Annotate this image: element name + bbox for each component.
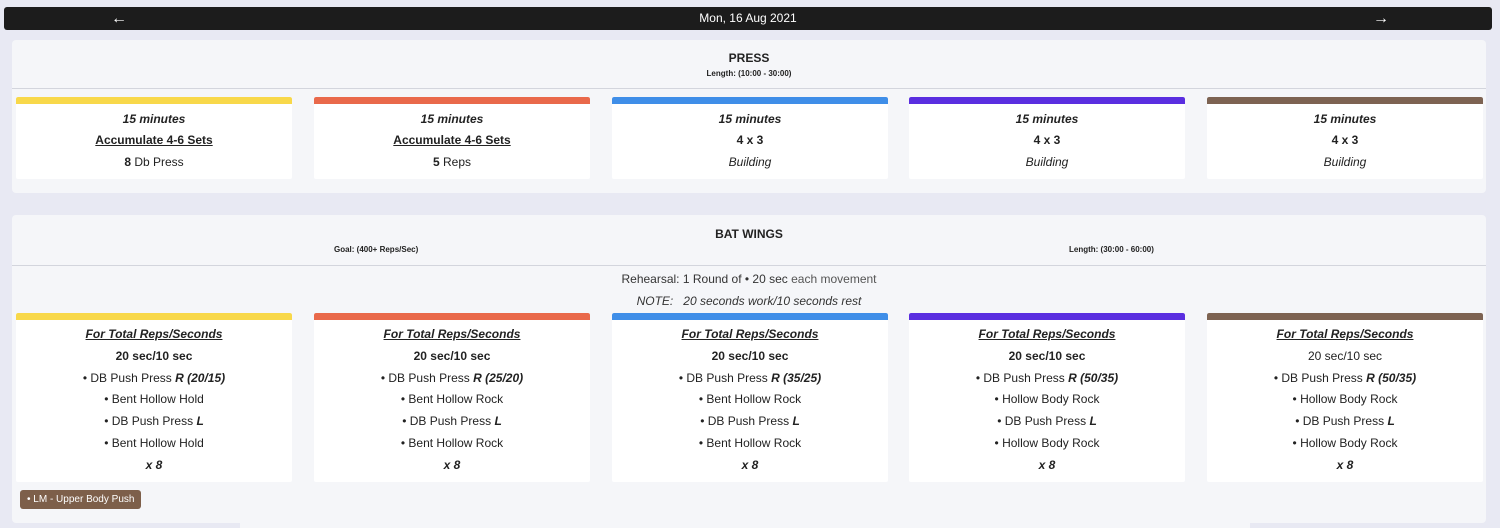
movement-2: • Hollow Body Rock — [1292, 392, 1398, 406]
card-rounds: x 8 — [741, 458, 759, 472]
press-section: PRESS Length: (10:00 - 30:00) 15 minutes… — [12, 40, 1486, 193]
card-interval: 20 sec/10 sec — [711, 349, 789, 363]
level-color-band — [16, 313, 292, 320]
card-scheme: Accumulate 4-6 Sets — [95, 133, 213, 147]
movement-2: • Hollow Body Rock — [994, 392, 1100, 406]
card-rounds: x 8 — [443, 458, 461, 472]
card-interval: 20 sec/10 sec — [1008, 349, 1086, 363]
movement-4: • Bent Hollow Rock — [400, 436, 504, 450]
movement-2: • Bent Hollow Rock — [698, 392, 802, 406]
card-scheme: 4 x 3 — [736, 133, 764, 147]
movement-tag[interactable]: • LM - Upper Body Push — [20, 490, 142, 509]
level-color-band — [314, 97, 590, 104]
press-card-4[interactable]: 15 minutes 4 x 3 Building — [909, 97, 1185, 179]
card-heading: For Total Reps/Seconds — [1276, 327, 1414, 341]
card-note: Building — [1025, 155, 1069, 169]
movement-3: • DB Push Press L — [1295, 414, 1395, 428]
card-interval: 20 sec/10 sec — [115, 349, 193, 363]
bat-card-2[interactable]: For Total Reps/Seconds 20 sec/10 sec • D… — [314, 313, 590, 482]
note-info: NOTE: 20 seconds work/10 seconds rest — [636, 294, 862, 308]
movement-2: • Bent Hollow Rock — [400, 392, 504, 406]
card-heading: For Total Reps/Seconds — [383, 327, 521, 341]
card-note: Building — [1323, 155, 1367, 169]
movement-1: • DB Push Press R (25/20) — [380, 371, 524, 385]
card-detail: 8 Db Press — [124, 155, 184, 169]
press-card-1[interactable]: 15 minutes Accumulate 4-6 Sets 8 Db Pres… — [16, 97, 292, 179]
card-scheme: 4 x 3 — [1033, 133, 1061, 147]
card-time: 15 minutes — [122, 112, 186, 126]
level-color-band — [1207, 313, 1483, 320]
card-heading: For Total Reps/Seconds — [978, 327, 1116, 341]
card-rounds: x 8 — [1336, 458, 1354, 472]
card-time: 15 minutes — [1313, 112, 1377, 126]
previous-day-arrow-icon[interactable]: ← — [111, 9, 127, 27]
card-note: Building — [728, 155, 772, 169]
level-color-band — [909, 97, 1185, 104]
card-interval: 20 sec/10 sec — [413, 349, 491, 363]
date-navigation-bar: ← Mon, 16 Aug 2021 → — [4, 7, 1492, 30]
movement-3: • DB Push Press L — [997, 414, 1097, 428]
movement-4: • Hollow Body Rock — [994, 436, 1100, 450]
press-card-3[interactable]: 15 minutes 4 x 3 Building — [612, 97, 888, 179]
level-color-band — [1207, 97, 1483, 104]
movement-3: • DB Push Press L — [700, 414, 800, 428]
movement-1: • DB Push Press R (50/35) — [1273, 371, 1417, 385]
level-color-band — [612, 313, 888, 320]
movement-3: • DB Push Press L — [402, 414, 502, 428]
movement-4: • Hollow Body Rock — [1292, 436, 1398, 450]
bat-wings-section: BAT WINGS Goal: (400+ Reps/Sec) Length: … — [12, 215, 1486, 523]
bat-card-1[interactable]: For Total Reps/Seconds 20 sec/10 sec • D… — [16, 313, 292, 482]
movement-2: • Bent Hollow Hold — [104, 392, 204, 406]
card-scheme: 4 x 3 — [1331, 133, 1359, 147]
card-rounds: x 8 — [145, 458, 163, 472]
movement-1: • DB Push Press R (50/35) — [975, 371, 1119, 385]
movement-4: • Bent Hollow Hold — [104, 436, 204, 450]
press-card-5[interactable]: 15 minutes 4 x 3 Building — [1207, 97, 1483, 179]
bat-card-3[interactable]: For Total Reps/Seconds 20 sec/10 sec • D… — [612, 313, 888, 482]
movement-4: • Bent Hollow Rock — [698, 436, 802, 450]
bat-card-4[interactable]: For Total Reps/Seconds 20 sec/10 sec • D… — [909, 313, 1185, 482]
card-rounds: x 8 — [1038, 458, 1056, 472]
level-color-band — [909, 313, 1185, 320]
card-time: 15 minutes — [420, 112, 484, 126]
section-title: BAT WINGS — [715, 227, 783, 241]
card-scheme: Accumulate 4-6 Sets — [393, 133, 511, 147]
level-color-band — [314, 313, 590, 320]
level-color-band — [612, 97, 888, 104]
next-day-arrow-icon[interactable]: → — [1373, 9, 1389, 27]
movement-3: • DB Push Press L — [104, 414, 204, 428]
section-length: Length: (10:00 - 30:00) — [706, 69, 792, 78]
next-section-edge — [240, 523, 1250, 528]
card-interval: 20 sec/10 sec — [1307, 349, 1383, 363]
card-heading: For Total Reps/Seconds — [681, 327, 819, 341]
section-goal: Goal: (400+ Reps/Sec) — [334, 245, 419, 254]
rehearsal-info: Rehearsal: 1 Round of • 20 sec each move… — [621, 272, 877, 286]
movement-1: • DB Push Press R (20/15) — [82, 371, 226, 385]
card-time: 15 minutes — [1015, 112, 1079, 126]
section-title: PRESS — [728, 51, 770, 65]
current-date: Mon, 16 Aug 2021 — [699, 11, 797, 25]
movement-1: • DB Push Press R (35/25) — [678, 371, 822, 385]
bat-card-5[interactable]: For Total Reps/Seconds 20 sec/10 sec • D… — [1207, 313, 1483, 482]
card-time: 15 minutes — [718, 112, 782, 126]
level-color-band — [16, 97, 292, 104]
card-heading: For Total Reps/Seconds — [85, 327, 223, 341]
card-detail: 5 Reps — [432, 155, 472, 169]
press-card-2[interactable]: 15 minutes Accumulate 4-6 Sets 5 Reps — [314, 97, 590, 179]
section-length: Length: (30:00 - 60:00) — [1069, 245, 1154, 254]
